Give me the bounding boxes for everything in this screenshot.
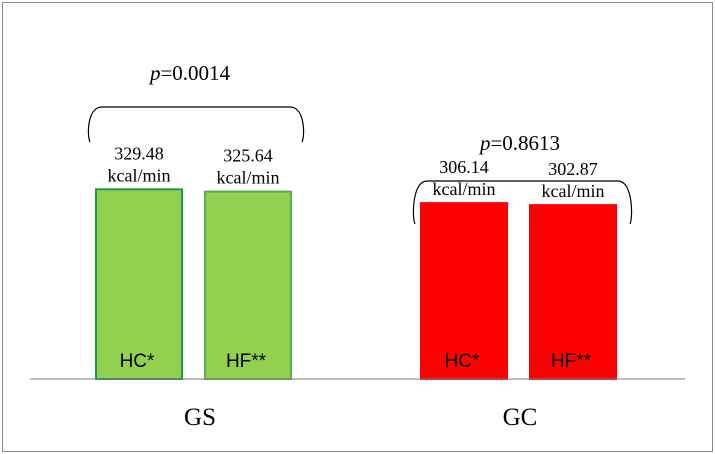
bar-unit-label: kcal/min	[217, 168, 280, 188]
significance-bracket	[87, 106, 305, 143]
bar-value-label: 329.48	[114, 143, 164, 163]
bar-gs-hf	[204, 190, 292, 380]
bar-value-label: 306.14	[439, 157, 489, 177]
group-label: GC	[503, 404, 538, 431]
bar-unit-label: kcal/min	[108, 165, 171, 185]
group-label: GS	[184, 404, 216, 431]
bar-unit-label: kcal/min	[542, 181, 605, 201]
bar-category-label: HC*	[445, 351, 480, 372]
p-value-label: p=0.0014	[148, 61, 231, 85]
chart-marks: p=0.0014329.48kcal/minHC*325.64kcal/minH…	[87, 61, 633, 431]
bar-category-label: HF**	[226, 351, 267, 372]
bar-value-label: 302.87	[548, 159, 598, 179]
bar-gs-hc	[95, 188, 183, 380]
bar-category-label: HF**	[551, 351, 592, 372]
significance-bracket	[412, 180, 633, 225]
bar-category-label: HC*	[120, 351, 155, 372]
group-gc: p=0.8613306.14kcal/minHC*302.87kcal/minH…	[412, 131, 633, 431]
bar-gc-hc	[420, 202, 508, 380]
bar-value-label: 325.64	[223, 146, 273, 166]
group-gs: p=0.0014329.48kcal/minHC*325.64kcal/minH…	[87, 61, 305, 431]
p-value-label: p=0.8613	[478, 131, 560, 155]
bar-gc-hf	[529, 204, 617, 380]
bar-unit-label: kcal/min	[433, 179, 496, 199]
